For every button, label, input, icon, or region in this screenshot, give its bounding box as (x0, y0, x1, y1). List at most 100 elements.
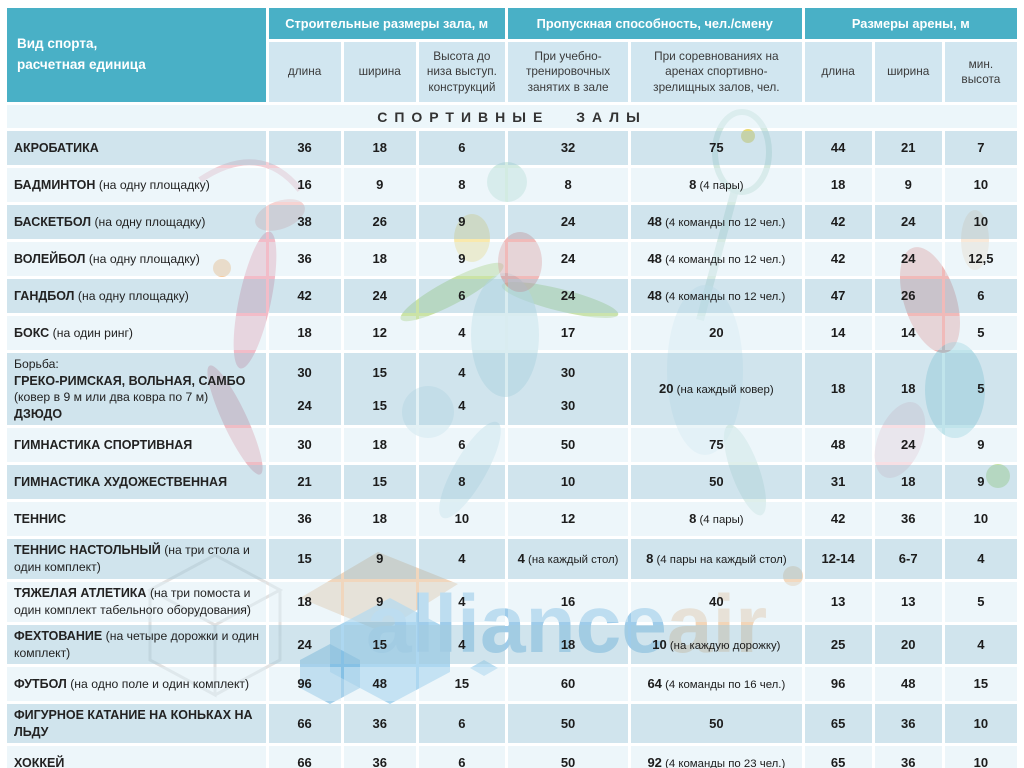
value-cell: 8 (418, 465, 505, 500)
table-row: ТЕННИС 36 18 10 12 8 (4 пары) 42 36 10 (7, 502, 1017, 537)
value-cell: 18 (343, 131, 416, 165)
value-cell: 10 (944, 704, 1017, 743)
value-cell: 15 (418, 667, 505, 702)
value-cell: 18 (343, 428, 416, 463)
value-cell: 50 (507, 704, 629, 743)
value-cell: 48 (874, 667, 942, 702)
value-cell: 65 (804, 704, 872, 743)
value-cell: 36 (343, 745, 416, 768)
value-cell: 66 (268, 704, 341, 743)
value-cell: 96 (268, 667, 341, 702)
sport-name-cell: ТЕННИС (7, 502, 266, 537)
sport-name-cell: ФИГУРНОЕ КАТАНИЕ НА КОНЬКАХ НА ЛЬДУ (7, 704, 266, 743)
value-cell: 24 (874, 242, 942, 276)
value-cell: 60 (507, 667, 629, 702)
value-cell: 13 (874, 581, 942, 622)
value-cell: 24 (507, 279, 629, 313)
section-title-sports-halls: СПОРТИВНЫЕ ЗАЛЫ (7, 105, 1017, 128)
value-cell: 36 (874, 704, 942, 743)
value-cell: 44 (804, 131, 872, 165)
sport-name-cell: БОКС (на один ринг) (7, 316, 266, 350)
group-header-arena-dimensions: Размеры арены, м (804, 8, 1017, 39)
value-cell: 15 (944, 667, 1017, 702)
value-cell: 16 (507, 581, 629, 622)
value-cell: 10 (944, 745, 1017, 768)
value-cell: 8 (418, 168, 505, 202)
value-cell: 18 (343, 502, 416, 537)
subheader-hall-height: Высота до низа выступ. конструкций (418, 42, 505, 102)
sport-name-cell: БАСКЕТБОЛ (на одну площадку) (7, 205, 266, 239)
sport-name-cell: ХОККЕЙ (7, 745, 266, 768)
value-cell: 42 (804, 242, 872, 276)
value-cell: 18 (804, 168, 872, 202)
subheader-arena-min-height: мин. высота (944, 42, 1017, 102)
sport-name-cell: ФУТБОЛ (на одно поле и один комплект) (7, 667, 266, 702)
value-cell: 9 (418, 205, 505, 239)
value-cell: 96 (804, 667, 872, 702)
value-cell: 10 (944, 168, 1017, 202)
value-cell: 26 (874, 279, 942, 313)
sport-name-cell: ТЯЖЕЛАЯ АТЛЕТИКА (на три помоста и один … (7, 581, 266, 622)
value-cell: 15 (343, 624, 416, 665)
value-cell: 65 (804, 745, 872, 768)
value-cell: 42 (268, 279, 341, 313)
value-cell: 12 (343, 316, 416, 350)
table-row: АКРОБАТИКА 36 18 6 32 75 44 21 7 (7, 131, 1017, 165)
sport-name-cell: Борьба: ГРЕКО-РИМСКАЯ, ВОЛЬНАЯ, САМБО (ков… (7, 353, 266, 426)
value-cell: 26 (343, 205, 416, 239)
value-cell: 50 (507, 428, 629, 463)
value-cell: 36 (268, 502, 341, 537)
table-row: ТЕННИС НАСТОЛЬНЫЙ (на три стола и один к… (7, 539, 1017, 579)
value-cell: 9 (944, 428, 1017, 463)
value-cell: 8 (4 пары) (631, 168, 802, 202)
table-row: БОКС (на один ринг) 18 12 4 17 20 14 14 5 (7, 316, 1017, 350)
value-cell: 6 (418, 131, 505, 165)
subheader-arena-length: длина (804, 42, 872, 102)
value-cell: 15 (343, 465, 416, 500)
table-row: БАСКЕТБОЛ (на одну площадку) 38 26 9 24 48 (4… (7, 205, 1017, 239)
subheader-hall-length: длина (268, 42, 341, 102)
value-cell: 4 (944, 539, 1017, 579)
value-cell: 18 (268, 316, 341, 350)
value-cell: 30 30 (507, 353, 629, 426)
table-row: ФУТБОЛ (на одно поле и один комплект) 96 4… (7, 667, 1017, 702)
value-cell: 42 (804, 205, 872, 239)
value-cell: 18 (874, 465, 942, 500)
value-cell: 25 (804, 624, 872, 665)
value-cell: 50 (631, 704, 802, 743)
value-cell: 12-14 (804, 539, 872, 579)
value-cell: 5 (944, 353, 1017, 426)
value-cell: 40 (631, 581, 802, 622)
value-cell: 24 (874, 205, 942, 239)
value-cell: 4 (418, 624, 505, 665)
table-row: ГАНДБОЛ (на одну площадку) 42 24 6 24 48 (4 к… (7, 279, 1017, 313)
value-cell: 24 (874, 428, 942, 463)
value-cell: 10 (944, 205, 1017, 239)
table-row: ХОККЕЙ 66 36 6 50 92 (4 команды по 23 чел.) 65… (7, 745, 1017, 768)
value-cell: 17 (507, 316, 629, 350)
value-cell: 6 (418, 428, 505, 463)
value-cell: 7 (944, 131, 1017, 165)
value-cell: 20 (631, 316, 802, 350)
subheader-training-capacity: При учебно-тренировочных занятих в зале (507, 42, 629, 102)
value-cell: 36 (268, 242, 341, 276)
value-cell: 12 (507, 502, 629, 537)
table-row: ГИМНАСТИКА ХУДОЖЕСТВЕННАЯ 21 15 8 10 50 31 18 9 (7, 465, 1017, 500)
value-cell: 4 (418, 581, 505, 622)
value-cell: 6 (418, 704, 505, 743)
value-cell: 13 (804, 581, 872, 622)
value-cell: 47 (804, 279, 872, 313)
table-row: Борьба: ГРЕКО-РИМСКАЯ, ВОЛЬНАЯ, САМБО (ков… (7, 353, 1017, 426)
value-cell: 10 (418, 502, 505, 537)
value-cell: 50 (631, 465, 802, 500)
value-cell: 30 24 (268, 353, 341, 426)
group-header-hall-dimensions: Строительные размеры зала, м (268, 8, 505, 39)
value-cell: 64 (4 команды по 16 чел.) (631, 667, 802, 702)
value-cell: 10 (на каждую дорожку) (631, 624, 802, 665)
value-cell: 21 (874, 131, 942, 165)
value-cell: 20 (на каждый ковер) (631, 353, 802, 426)
value-cell: 8 (4 пары на каждый стол) (631, 539, 802, 579)
value-cell: 4 (на каждый стол) (507, 539, 629, 579)
